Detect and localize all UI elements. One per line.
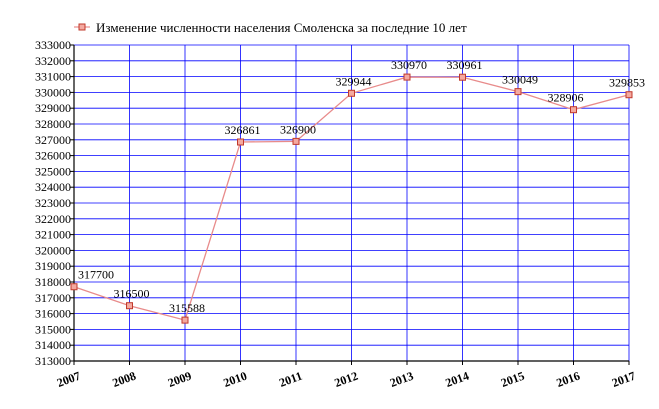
y-tick-label: 323000 [35, 196, 71, 210]
y-tick-label: 325000 [35, 164, 71, 178]
y-tick-label: 324000 [35, 180, 71, 194]
legend-marker [78, 23, 86, 31]
data-label: 330049 [502, 73, 538, 87]
y-tick-label: 329000 [35, 101, 71, 115]
x-tick-label: 2017 [610, 369, 637, 390]
data-point [181, 316, 189, 324]
data-label: 329853 [609, 76, 645, 90]
data-label: 330970 [391, 58, 427, 72]
data-label: 326861 [225, 123, 261, 137]
x-tick-label: 2013 [388, 369, 415, 390]
y-tick-label: 318000 [35, 275, 71, 289]
data-point [570, 106, 577, 114]
x-tick-label: 2009 [166, 369, 193, 390]
data-point [237, 138, 244, 146]
y-tick-label: 333000 [35, 38, 71, 52]
data-point [514, 88, 522, 96]
legend-label: Изменение численности населения Смоленск… [96, 20, 467, 35]
x-tick-label: 2015 [499, 369, 526, 390]
data-label: 326900 [280, 122, 316, 136]
y-tick-label: 322000 [35, 212, 71, 226]
y-tick-label: 314000 [35, 338, 71, 352]
data-point [348, 89, 355, 97]
x-tick-label: 2007 [55, 369, 82, 390]
y-tick-label: 332000 [35, 54, 71, 68]
legend: Изменение численности населения Смоленск… [74, 20, 467, 35]
y-tick-label: 326000 [35, 149, 71, 163]
y-tick-label: 317000 [35, 291, 71, 305]
y-tick-label: 321000 [35, 228, 71, 242]
x-tick-label: 2008 [110, 369, 137, 390]
y-tick-label: 315000 [35, 322, 71, 336]
data-point [126, 302, 133, 310]
y-tick-label: 327000 [35, 133, 71, 147]
data-point [625, 91, 633, 99]
data-point [292, 137, 300, 145]
y-tick-label: 316000 [35, 307, 71, 321]
y-tick-label: 320000 [35, 243, 71, 257]
x-tick-label: 2016 [554, 369, 581, 390]
data-label: 317700 [78, 268, 114, 282]
data-point [70, 283, 78, 291]
y-tick-label: 313000 [35, 354, 71, 368]
y-tick-label: 330000 [35, 85, 71, 99]
data-label: 315588 [169, 301, 205, 315]
x-axis-ticks: 2007 2008 2009 2010 2011 2012 2013 2014 2015 2016… [55, 361, 637, 390]
data-label: 316500 [114, 287, 150, 301]
x-tick-label: 2010 [221, 369, 248, 390]
y-tick-label: 328000 [35, 117, 71, 131]
x-tick-label: 2014 [443, 369, 470, 390]
x-tick-label: 2011 [277, 369, 304, 390]
x-tick-label: 2012 [332, 369, 359, 390]
data-point [403, 73, 411, 81]
data-label: 330961 [447, 58, 483, 72]
data-point [459, 73, 466, 81]
data-label: 329944 [336, 74, 372, 88]
y-tick-label: 331000 [35, 70, 71, 84]
data-label: 328906 [548, 91, 584, 105]
y-tick-label: 319000 [35, 259, 71, 273]
